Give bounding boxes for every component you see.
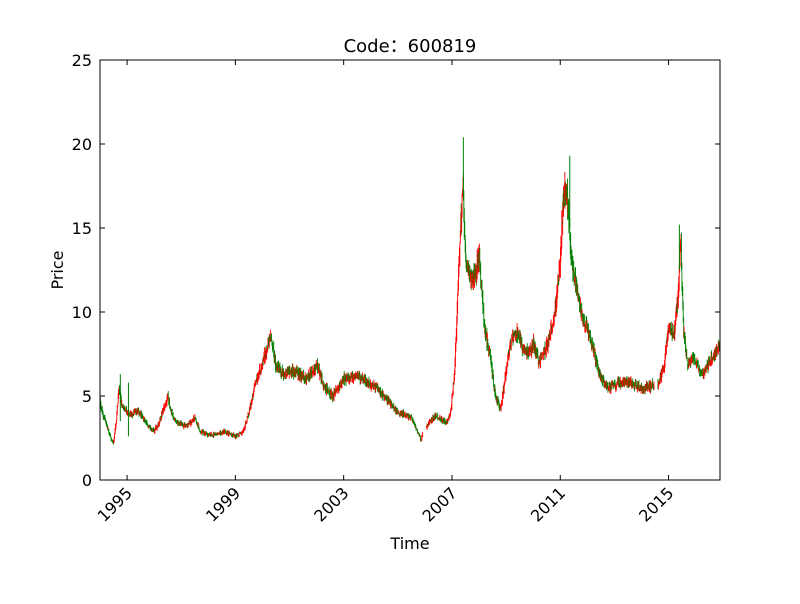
chart-title: Code：600819 (344, 36, 477, 57)
y-tick-label: 0 (82, 471, 92, 490)
candlestick-series (99, 137, 721, 445)
x-axis-label: Time (389, 534, 429, 553)
y-tick-label: 20 (72, 135, 92, 154)
y-tick-label: 10 (72, 303, 92, 322)
y-axis: 0 5 10 15 20 25 (72, 51, 720, 490)
y-axis-label: Price (48, 250, 67, 289)
y-tick-label: 25 (72, 51, 92, 70)
y-tick-label: 5 (82, 387, 92, 406)
y-tick-label: 15 (72, 219, 92, 238)
plot-frame (99, 59, 721, 481)
